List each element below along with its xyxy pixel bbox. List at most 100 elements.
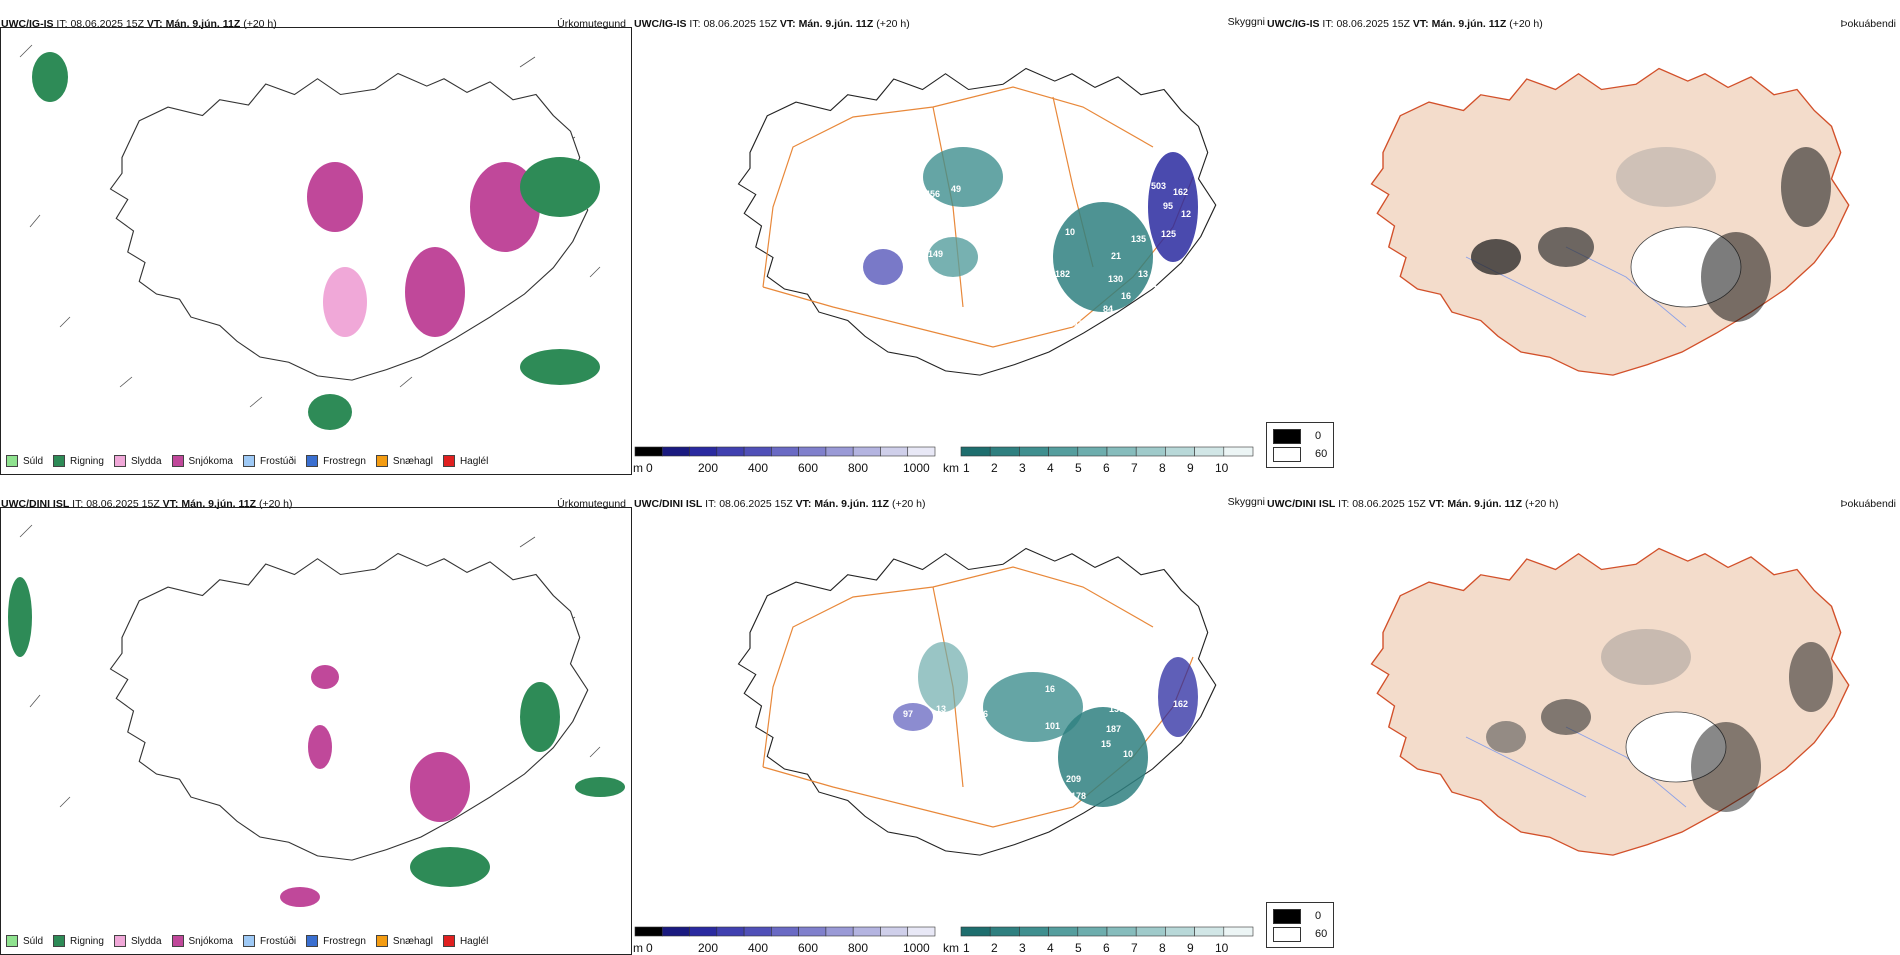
visibility-tick: 9 bbox=[1187, 461, 1194, 475]
colorbar-segment bbox=[771, 926, 799, 937]
precip-map bbox=[19, 44, 601, 430]
legend-item: Snæhagl bbox=[375, 455, 433, 467]
svg-text:15: 15 bbox=[938, 899, 948, 909]
ceiling-tick: 200 bbox=[698, 461, 719, 475]
colorbar-segment bbox=[771, 446, 799, 457]
legend-item: Snæhagl bbox=[375, 935, 433, 947]
svg-text:16: 16 bbox=[1045, 684, 1055, 694]
visibility-colorbar bbox=[960, 926, 1254, 937]
legend-swatch bbox=[375, 455, 388, 467]
legend-swatch bbox=[1273, 908, 1301, 924]
colorbar-segment bbox=[634, 446, 663, 457]
legend-swatch bbox=[171, 455, 184, 467]
visibility-tick: 1 bbox=[963, 461, 970, 475]
svg-text:10: 10 bbox=[1123, 749, 1133, 759]
legend-swatch bbox=[1273, 926, 1301, 942]
ceiling-tick: 800 bbox=[848, 461, 869, 475]
svg-text:20: 20 bbox=[1085, 331, 1095, 341]
colorbar-segment bbox=[798, 446, 827, 457]
legend-swatch bbox=[442, 455, 455, 467]
legend-swatch bbox=[6, 455, 18, 467]
visibility-areas bbox=[893, 642, 1198, 807]
colorbar-segment bbox=[1077, 926, 1108, 937]
visibility-colorbar bbox=[960, 446, 1254, 457]
legend-swatch bbox=[53, 935, 66, 947]
colorbar-segment bbox=[852, 926, 881, 937]
svg-text:10: 10 bbox=[1065, 227, 1075, 237]
legend-swatch bbox=[1273, 446, 1301, 462]
rivers bbox=[1465, 726, 1687, 808]
svg-text:8: 8 bbox=[963, 639, 968, 649]
legend-item: Slydda bbox=[113, 455, 162, 467]
legend-item: 60 bbox=[1273, 445, 1327, 463]
visibility-tick: 9 bbox=[1187, 941, 1194, 955]
svg-text:12: 12 bbox=[1181, 209, 1191, 219]
precip-areas bbox=[32, 52, 600, 430]
legend-swatch bbox=[242, 455, 255, 467]
colorbar-segment bbox=[1194, 446, 1225, 457]
legend-item: Súld bbox=[6, 935, 43, 947]
svg-text:125: 125 bbox=[1161, 229, 1176, 239]
svg-text:10: 10 bbox=[1153, 284, 1163, 294]
ceiling-tick: 0 bbox=[646, 461, 653, 475]
legend-item: Snjókoma bbox=[171, 935, 233, 947]
fog-map bbox=[1370, 547, 1850, 856]
precip-legend: Súld Rigning Slydda Snjókoma Frostúði Fr… bbox=[6, 935, 488, 947]
colorbar-segment bbox=[960, 446, 991, 457]
svg-text:16: 16 bbox=[963, 304, 973, 314]
ceiling-unit: m bbox=[633, 941, 643, 955]
svg-text:162: 162 bbox=[1173, 187, 1188, 197]
ceiling-labels: 16 503 162 95 456 49 12 125 238 10 135 1… bbox=[925, 159, 1191, 341]
colorbar-segment bbox=[661, 446, 690, 457]
svg-text:130: 130 bbox=[1108, 274, 1123, 284]
colorbar-segment bbox=[989, 446, 1020, 457]
colorbar-segment bbox=[825, 926, 854, 937]
precip-panel-row2: UWC/DINI ISL IT: 08.06.2025 15Z VT: Mán.… bbox=[0, 492, 632, 955]
legend-swatch bbox=[113, 935, 126, 947]
colorbar-segment bbox=[880, 926, 909, 937]
colorbar-segment bbox=[1165, 446, 1195, 457]
legend-item: Frostregn bbox=[306, 455, 366, 467]
fog-panel-row2: UWC/DINI ISL IT: 08.06.2025 15Z VT: Mán.… bbox=[1266, 492, 1898, 955]
fog-legend: 0 60 bbox=[1266, 902, 1335, 948]
legend-swatch bbox=[113, 455, 126, 467]
svg-text:16: 16 bbox=[1143, 159, 1153, 169]
visibility-panel-row2: UWC/DINI ISL IT: 08.06.2025 15Z VT: Mán.… bbox=[633, 492, 1265, 955]
legend-item: Frostúði bbox=[242, 455, 296, 467]
fog-areas bbox=[1486, 629, 1833, 812]
fog-map bbox=[1370, 67, 1850, 376]
svg-text:238: 238 bbox=[1043, 224, 1058, 234]
colorbar-segment bbox=[1135, 926, 1166, 937]
map-frame bbox=[0, 27, 632, 475]
svg-text:156: 156 bbox=[1109, 704, 1124, 714]
visibility-tick: 6 bbox=[1103, 461, 1110, 475]
visibility-tick: 4 bbox=[1047, 941, 1054, 955]
visibility-tick: 7 bbox=[1131, 461, 1138, 475]
ceiling-tick: 1000 bbox=[903, 461, 930, 475]
legend-swatch bbox=[442, 935, 455, 947]
colorbar-segment bbox=[1019, 926, 1049, 937]
legend-item: Haglél bbox=[442, 935, 488, 947]
svg-text:16: 16 bbox=[1121, 291, 1131, 301]
colorbar-segment bbox=[743, 446, 772, 457]
svg-text:162: 162 bbox=[1173, 699, 1188, 709]
colorbar-segment bbox=[689, 446, 718, 457]
legend-item: Snjókoma bbox=[171, 455, 233, 467]
visibility-map: 8 13 16 162 97 186 101 156 187 15 209 17… bbox=[737, 547, 1217, 909]
precip-areas bbox=[8, 577, 625, 907]
legend-item: Frostregn bbox=[306, 935, 366, 947]
legend-swatch bbox=[242, 935, 255, 947]
panel-type-label: Skyggni bbox=[1227, 496, 1265, 508]
colorbar-segment bbox=[743, 926, 772, 937]
legend-swatch bbox=[171, 935, 184, 947]
svg-text:101: 101 bbox=[1045, 721, 1060, 731]
colorbar-segment bbox=[1165, 926, 1195, 937]
precip-map bbox=[8, 524, 625, 907]
colorbar-segment bbox=[716, 926, 745, 937]
visibility-tick: 3 bbox=[1019, 941, 1026, 955]
colorbar-segment bbox=[989, 926, 1020, 937]
ceiling-tick: 1000 bbox=[903, 941, 930, 955]
visibility-tick: 5 bbox=[1075, 461, 1082, 475]
svg-text:97: 97 bbox=[903, 709, 913, 719]
colorbar-segment bbox=[634, 926, 663, 937]
